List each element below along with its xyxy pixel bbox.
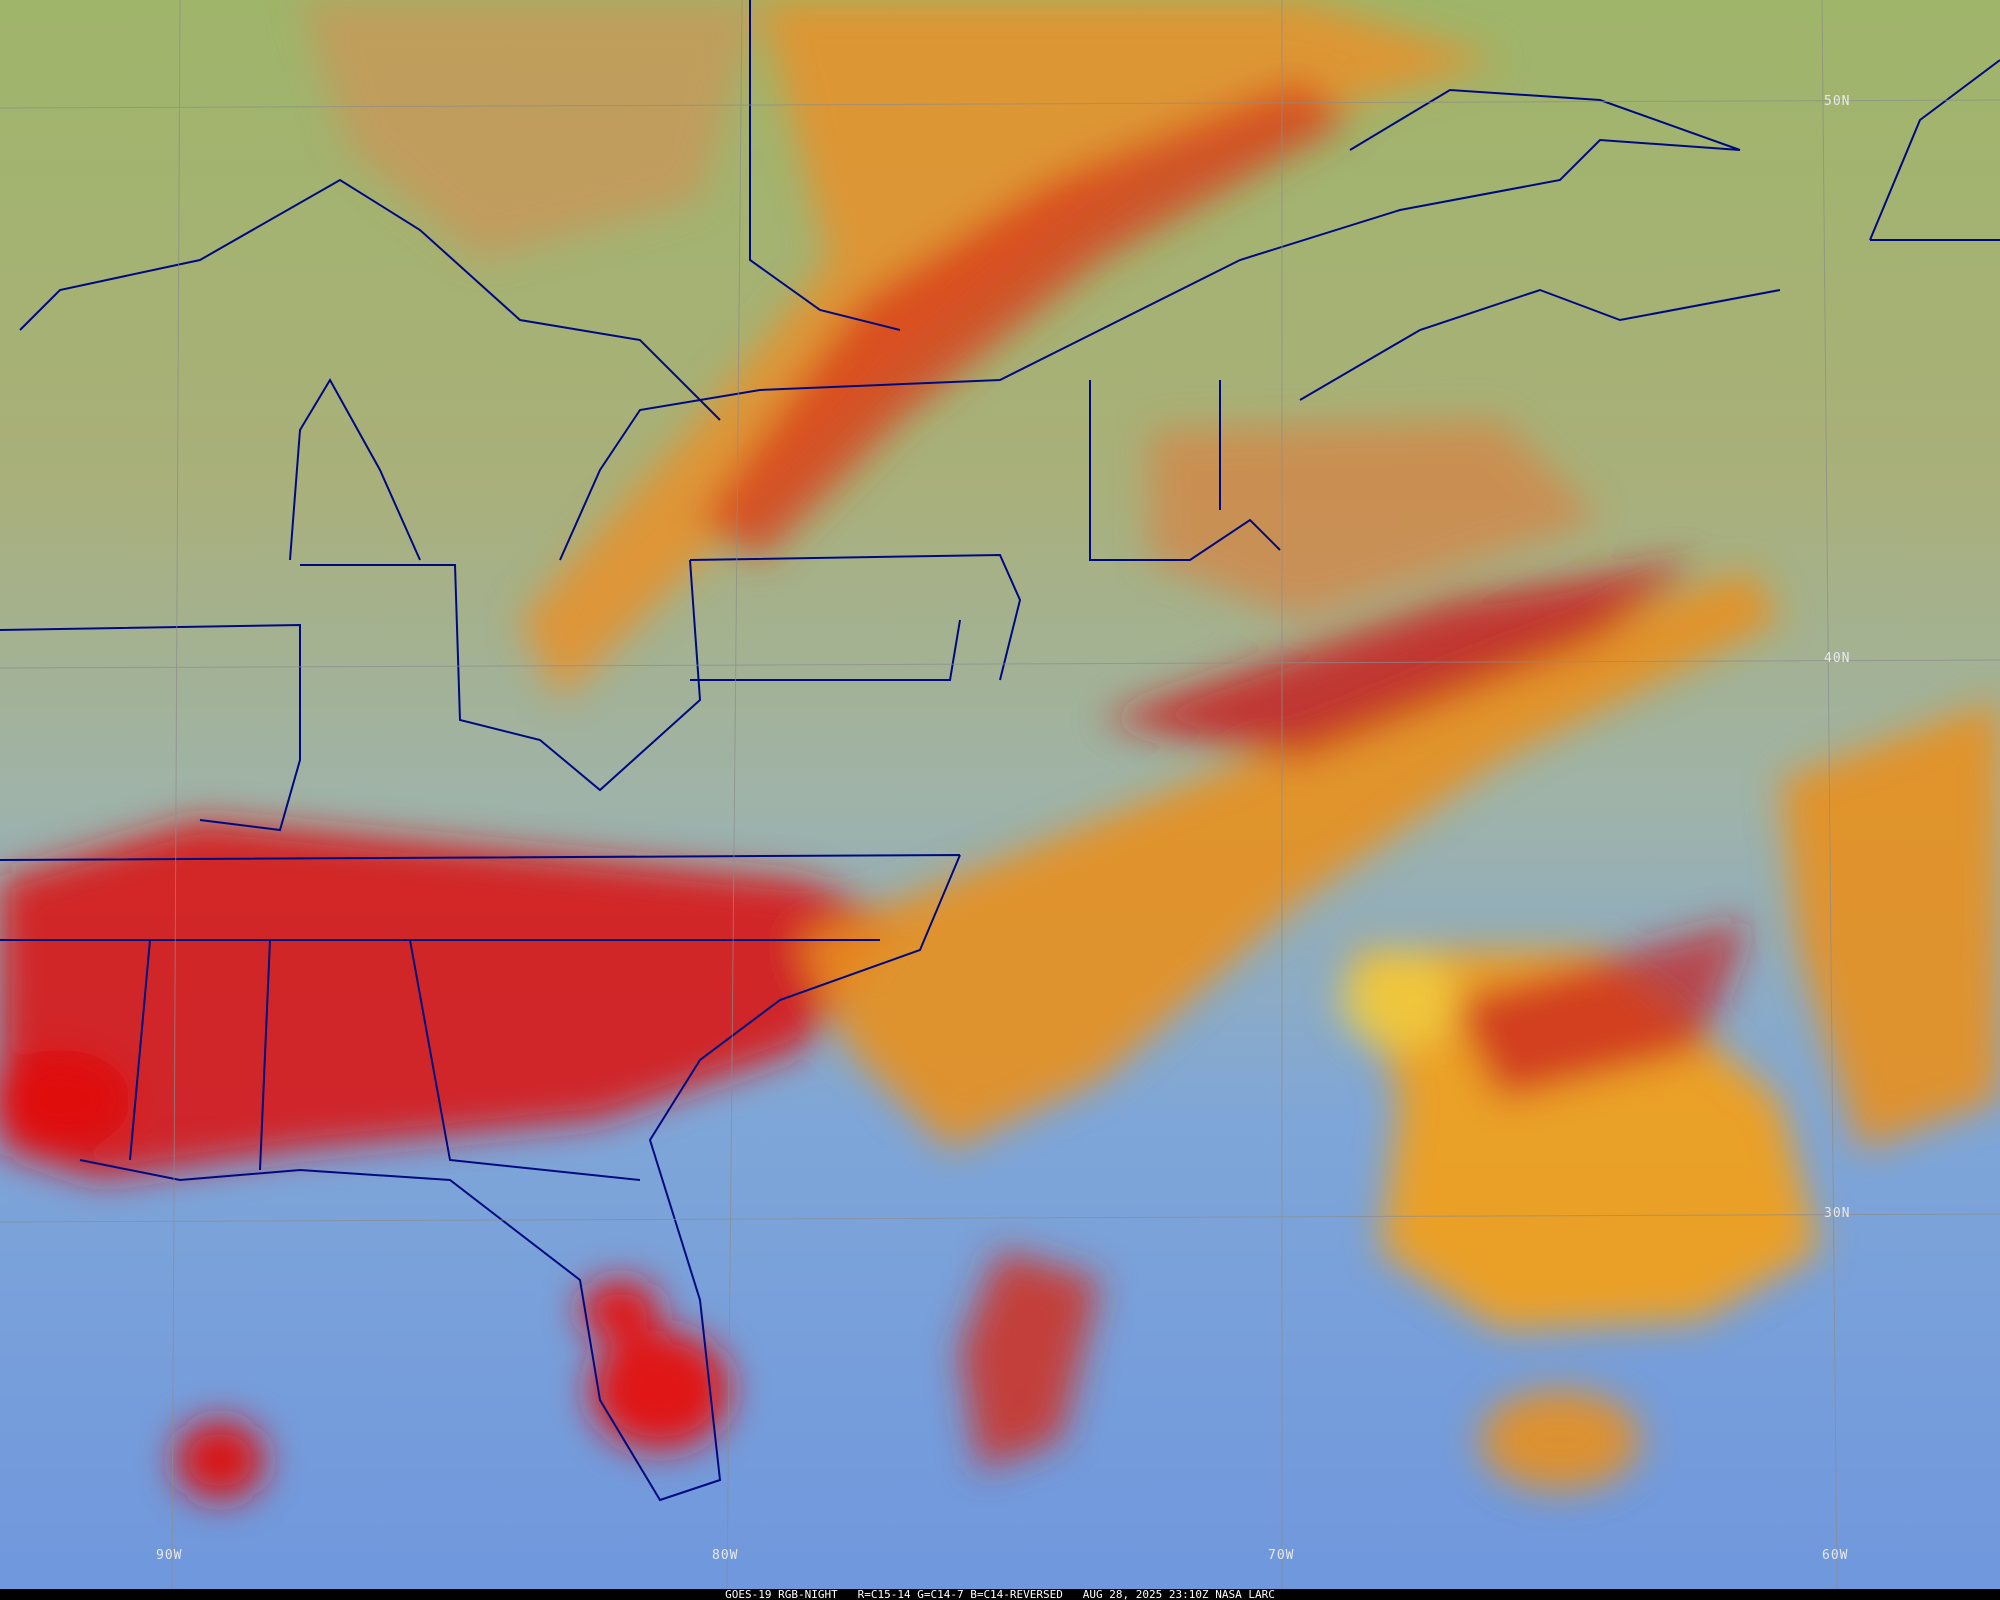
caption-bar: GOES-19 RGB-NIGHT R=C15-14 G=C14-7 B=C14… — [0, 1589, 2000, 1600]
lon-label-70w: 70W — [1268, 1548, 1295, 1563]
lat-label-40n: 40N — [1824, 651, 1851, 666]
cloud-masses — [0, 0, 2000, 1500]
caption-satellite: GOES-19 RGB-NIGHT — [725, 1588, 838, 1600]
lat-label-50n: 50N — [1824, 94, 1851, 109]
caption-datetime: AUG 28, 2025 23:10Z NASA LARC — [1082, 1588, 1275, 1600]
lon-label-60w: 60W — [1822, 1548, 1849, 1563]
lon-label-80w: 80W — [712, 1548, 739, 1563]
lat-label-30n: 30N — [1824, 1206, 1851, 1221]
lon-label-90w: 90W — [156, 1548, 183, 1563]
caption-channels: R=C15-14 G=C14-7 B=C14-REVERSED — [857, 1588, 1063, 1600]
outlines — [0, 0, 2000, 1502]
